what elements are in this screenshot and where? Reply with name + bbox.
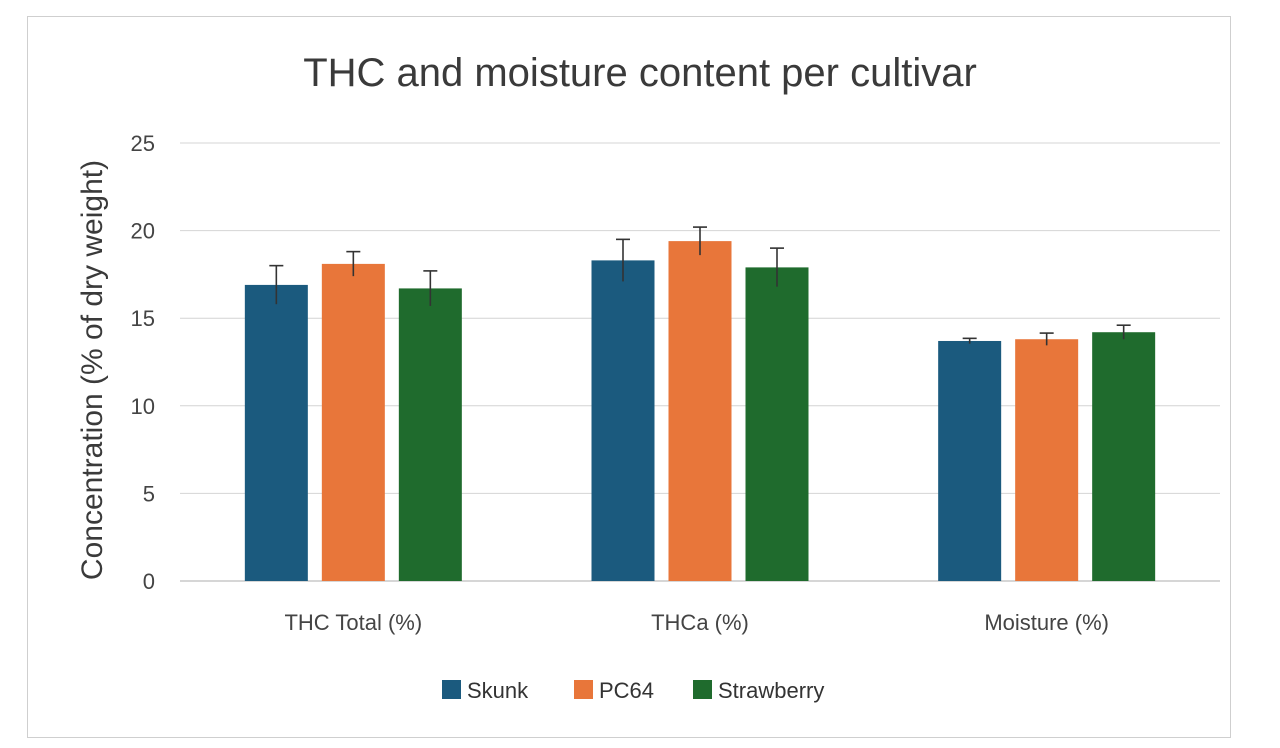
legend-label: PC64 xyxy=(599,678,654,703)
bar xyxy=(321,263,385,581)
bar xyxy=(591,260,655,581)
bar xyxy=(398,288,462,581)
legend-label: Strawberry xyxy=(718,678,824,703)
legend-swatch xyxy=(442,680,461,699)
chart-title: THC and moisture content per cultivar xyxy=(303,51,977,95)
y-tick-label: 10 xyxy=(131,394,155,419)
category-label: THC Total (%) xyxy=(284,610,422,635)
legend-swatch xyxy=(693,680,712,699)
error-bar-layer xyxy=(269,226,1131,346)
category-label-layer: THC Total (%) THCa (%) Moisture (%) xyxy=(284,610,1109,635)
bar xyxy=(745,267,809,581)
y-tick-label: 25 xyxy=(131,131,155,156)
bar xyxy=(938,340,1002,581)
legend: Skunk PC64 Strawberry xyxy=(442,678,824,703)
y-axis-label: Concentration (% of dry weight) xyxy=(76,160,109,580)
y-tick-label: 5 xyxy=(143,481,155,506)
category-label: THCa (%) xyxy=(651,610,749,635)
category-label: Moisture (%) xyxy=(984,610,1109,635)
y-tick-label: 0 xyxy=(143,569,155,594)
legend-label: Skunk xyxy=(467,678,529,703)
tick-layer: 0 5 10 15 20 25 xyxy=(131,131,155,594)
bar xyxy=(668,241,732,581)
bar xyxy=(1092,332,1156,581)
bar xyxy=(1015,339,1079,581)
bar-layer xyxy=(244,241,1156,581)
y-tick-label: 15 xyxy=(131,306,155,331)
legend-swatch xyxy=(574,680,593,699)
bar xyxy=(244,284,308,581)
y-tick-label: 20 xyxy=(131,219,155,244)
